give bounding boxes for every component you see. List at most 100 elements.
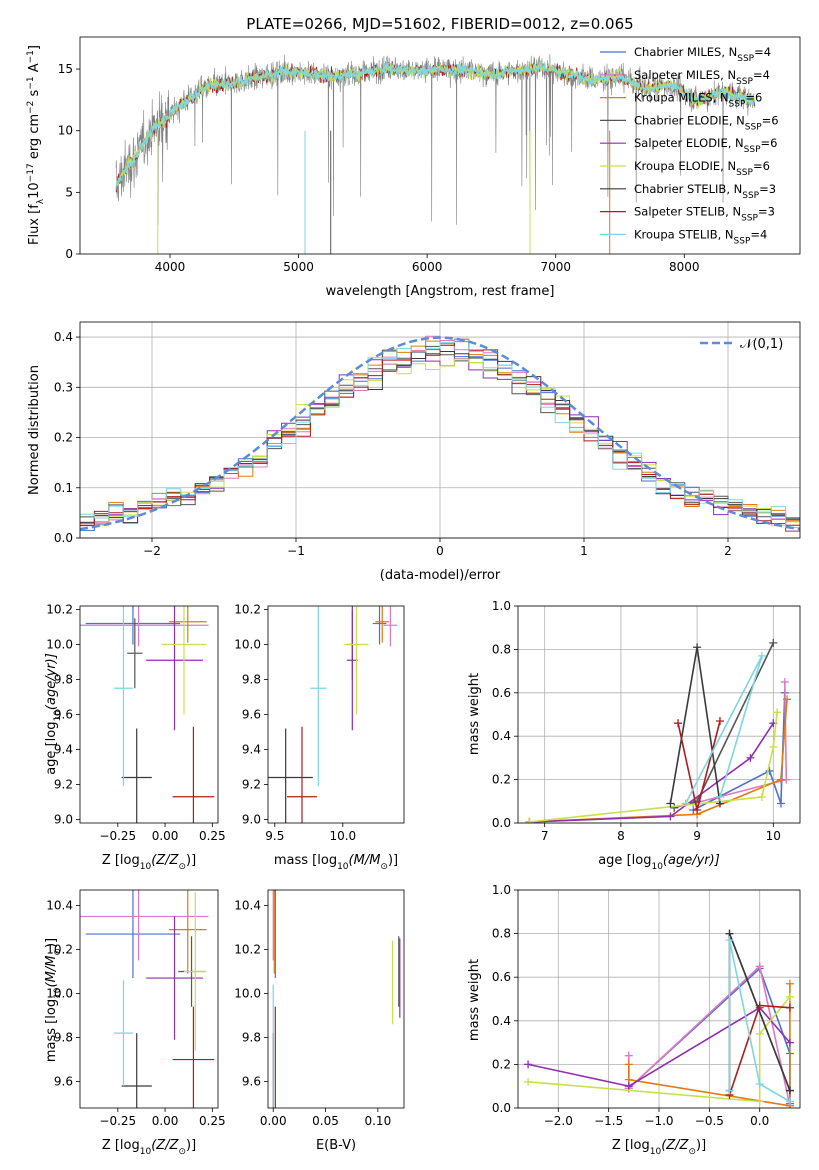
label-part: (M/M [349,853,381,868]
y-tick-label: 0.6 [492,970,511,984]
label-part: =4 [754,45,771,59]
y-tick-label: 10.2 [234,603,261,617]
y-tick-label: 0.8 [492,927,511,941]
y-tick-label: 9.6 [242,1075,261,1089]
histogram-series [80,339,800,528]
x-axis-label: (data-model)/error [380,568,501,583]
label-part: mass [log [274,853,337,868]
label-part: SSP [734,236,751,246]
x-tick-label: −1.5 [594,1114,623,1128]
label-part: SSP [742,191,759,201]
x-tick-label: −2 [143,544,161,558]
label-part: =4 [753,68,770,82]
label-part: SSP [736,77,753,87]
y-tick-label: 9.2 [54,778,73,792]
label-part: Z [log [612,1138,650,1153]
x-tick-label: 0 [436,544,444,558]
label-part: ⊙ [178,862,186,872]
axes-mass_vs_Z: −0.25 0.00 0.259.69.810.010.210.4Z [log10(… [44,889,226,1157]
label-part: SSP [745,122,762,132]
weight-marker [785,1003,794,1012]
label-part: =4 [750,227,767,241]
y-tick-label: 0.4 [492,1014,511,1028]
label-part: 10 [650,1147,662,1157]
y-tick-label: 15 [58,62,73,76]
label-part: A [27,63,42,76]
y-tick-label: 9.8 [54,673,73,687]
x-axis-label: Z [log10(Z/Z⊙)] [102,853,196,872]
weight-marker [780,677,789,686]
x-tick-label: 10 [766,829,781,843]
x-axis-label: Z [log10(Z/Z⊙)] [612,1138,706,1157]
label-part: (M/M [44,956,59,988]
weight-marker [755,1001,764,1010]
label-part: SSP [741,214,758,224]
y-tick-label: 10.0 [234,638,261,652]
label-part: −1 [26,50,36,63]
y-tick-label: 0.3 [54,380,73,394]
label-part: (Z/Z [661,1138,689,1153]
axes-age_vs_Z: −0.25 0.00 0.25 9.0 9.2 9.4 9.6 9.8 10.0 10.2 Z [l… [44,603,226,873]
y-axis-label: mass weight [467,959,482,1041]
legend-entry: Chabrier MILES, NSSP=4 [634,45,771,64]
axes-frame [517,889,801,1109]
axes-mass_weight_vs_Z: −2.0 −1.5 −1.0 −0.5 0.0 0.0 0.2 0.4 0.6 0.8 1.0 Z [… [467,883,801,1157]
weight-marker [693,643,702,652]
label-part: Z [log [102,853,140,868]
y-tick-label: 9.0 [242,813,261,827]
y-tick-label: 10.4 [46,898,73,912]
label-part: SSP [737,54,754,64]
weight-marker [755,1097,764,1106]
weight-marker [715,717,724,726]
y-tick-label: 9.4 [242,743,261,757]
weight-marker [693,805,702,814]
weight-series-line [728,939,791,1103]
y-tick-label: 9.6 [54,708,73,722]
x-tick-label: 8000 [669,260,700,274]
label-part: =3 [758,205,775,219]
legend-entry: Kroupa ELODIE, NSSP=6 [634,159,770,178]
weight-marker [755,1029,764,1038]
label-part: 10 [53,987,63,999]
weight-marker [757,792,766,801]
label-part: (Z/Z [151,853,179,868]
plot-area [115,54,756,254]
x-tick-label: −1 [287,544,305,558]
axes-frame [79,605,219,824]
label-part: ] [27,45,42,50]
y-tick-label: 10.0 [46,986,73,1000]
normal-curve [80,336,800,531]
weight-marker [725,1086,734,1095]
y-axis-label: age [log10(age/yr)] [44,653,63,775]
x-tick-label: 9.5 [265,829,284,843]
label-part: Kroupa ELODIE, N [634,159,736,173]
axes-spectrum: 4000 5000 6000 7000 8000 0 5 10 15 Chabrier MILES… [26,36,801,299]
axes-frame [79,889,219,1109]
x-tick-label: 0.00 [152,829,179,843]
x-tick-label: 1 [580,544,588,558]
y-tick-label: 0 [65,247,73,261]
label-part: λ [36,198,46,204]
y-tick-label: 9.2 [242,778,261,792]
x-tick-label: −0.25 [99,829,136,843]
y-tick-label: 0.2 [492,1057,511,1071]
plot-area [272,890,401,1108]
legend-entry: Kroupa STELIB, NSSP=4 [634,227,767,246]
y-tick-label: 0.6 [492,686,511,700]
weight-marker [681,799,690,808]
plot-area [524,929,794,1108]
weight-marker [666,799,675,808]
legend-entry: Chabrier STELIB, NSSP=3 [634,182,776,201]
y-tick-label: 10.0 [46,638,73,652]
y-tick-label: 9.8 [242,1031,261,1045]
label-part: Salpeter MILES, N [634,68,736,82]
axes-frame [79,36,801,255]
label-part: 10 [53,710,63,722]
label-part: 10 [140,1147,152,1157]
y-tick-label: 9.8 [242,673,261,687]
x-tick-label: 7 [541,829,549,843]
label-part: )] [44,938,59,948]
